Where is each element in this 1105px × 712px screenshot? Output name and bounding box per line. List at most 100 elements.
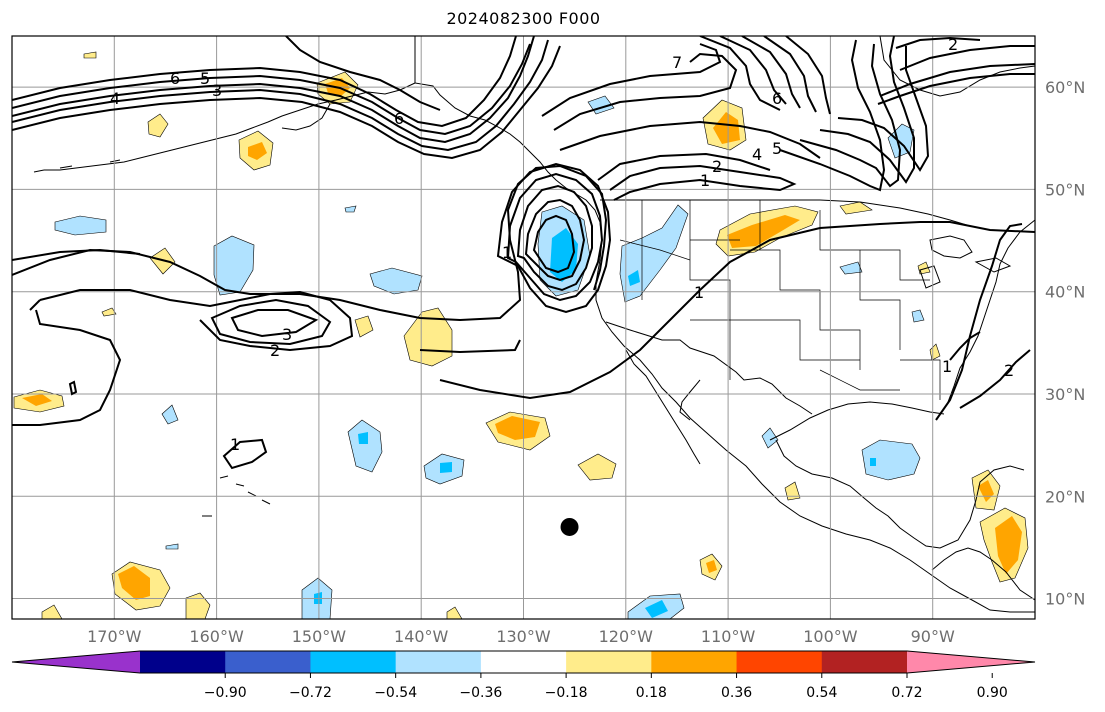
anomaly-patch: [995, 516, 1022, 574]
anomaly-patch: [369, 267, 423, 295]
us-mexico-border: [605, 321, 813, 415]
storm-position-marker: [560, 517, 579, 536]
colorbar-tick-label: −0.54: [374, 685, 417, 701]
aleutian-islands: [33, 159, 121, 173]
contour-line: [516, 184, 593, 292]
contour-line: [959, 349, 1031, 409]
anomaly-patch: [861, 439, 921, 481]
latitude-label: 20°N: [1045, 487, 1085, 506]
graticule: [12, 36, 1035, 619]
contour-line: [419, 339, 521, 354]
colorbar-segment: [821, 651, 908, 673]
latitude-label: 40°N: [1045, 283, 1085, 302]
great-lakes: [919, 235, 1012, 289]
contour-line: [935, 223, 1023, 421]
contour-lines: [12, 36, 1035, 470]
anomaly-patch: [165, 543, 179, 550]
anomaly-patch: [706, 560, 717, 573]
contour-label: 5: [200, 69, 210, 88]
anomaly-patch: [161, 404, 179, 425]
colorbar-max-extension: [907, 651, 1035, 673]
contour-line: [496, 162, 612, 314]
longitude-labels: 170°W 160°W 150°W 140°W 130°W 120°W 110°W 100°W…: [87, 627, 955, 646]
anomaly-patch: [358, 432, 368, 444]
anomaly-patch: [446, 606, 463, 619]
contour-line: [222, 438, 268, 470]
contour-label: 3: [212, 81, 222, 100]
contour-line: [785, 36, 831, 115]
latitude-label: 60°N: [1045, 78, 1085, 97]
colorbar-tick-label: 0.18: [636, 685, 667, 701]
contour-line: [559, 120, 821, 159]
contour-line: [524, 198, 586, 282]
anomaly-patch: [54, 215, 107, 236]
contour-line: [819, 36, 915, 184]
anomaly-patch: [727, 215, 800, 248]
map-frame: [11, 35, 1036, 620]
colorbar: −0.90 −0.72 −0.54 −0.36 −0.18 0.18 0.36 0.54 0.7…: [11, 650, 1036, 701]
anomaly-patch: [147, 113, 169, 138]
anomaly-patch: [440, 462, 452, 473]
latitude-label: 50°N: [1045, 180, 1085, 199]
contour-line: [741, 36, 801, 109]
contour-line: [779, 39, 886, 192]
anomaly-patch: [911, 309, 925, 323]
contour-line: [439, 221, 1035, 400]
contour-label: 1: [700, 171, 710, 190]
colorbar-tick-label: 0.72: [891, 685, 922, 701]
contour-label: 6: [170, 69, 180, 88]
contour-line: [506, 172, 604, 302]
anomaly-patch: [83, 51, 97, 59]
contour-line: [541, 43, 722, 117]
contour-label: 7: [672, 53, 682, 72]
contour-line: [230, 309, 319, 338]
colorbar-tick-label: −0.18: [545, 685, 588, 701]
anomaly-patch: [314, 592, 322, 604]
anomaly-patch: [344, 205, 357, 213]
anomaly-patch: [118, 566, 150, 600]
contour-line: [877, 73, 1035, 105]
colorbar-segment: [566, 651, 652, 673]
contour-label: 2: [712, 157, 722, 176]
colorbar-tick-label: −0.36: [459, 685, 502, 701]
contour-label: 1: [942, 357, 952, 376]
contour-line: [210, 298, 332, 346]
colorbar-segment: [310, 651, 397, 673]
anomaly-patch: [645, 600, 668, 618]
anomaly-patch: [917, 261, 931, 275]
anomaly-patch: [839, 201, 873, 215]
anomaly-patch: [248, 142, 267, 160]
longitude-label: 110°W: [701, 627, 756, 646]
contour-line: [12, 164, 608, 322]
contour-line: [553, 52, 738, 131]
anomaly-patch: [839, 261, 863, 275]
positive-anomaly-shading: [13, 51, 1029, 619]
contour-line: [763, 36, 817, 113]
colorbar-tick-label: 0.90: [977, 685, 1008, 701]
contour-label: 6: [772, 89, 782, 108]
colorbar-tick-label: −0.90: [204, 685, 247, 701]
contour-label: 2: [1004, 361, 1014, 380]
latitude-labels: 10°N 20°N 30°N 40°N 50°N 60°N: [1045, 78, 1085, 608]
longitude-label: 140°W: [394, 627, 449, 646]
contour-line: [12, 45, 561, 160]
contour-line: [609, 164, 797, 201]
latitude-label: 10°N: [1045, 590, 1085, 609]
anomaly-patch: [495, 416, 540, 440]
negative-anomaly-shading: [54, 95, 925, 619]
anomaly-patch: [213, 235, 255, 296]
anomaly-patch: [870, 458, 876, 466]
east-coast: [947, 219, 1035, 403]
contour-line: [285, 36, 441, 111]
contour-line: [949, 331, 981, 361]
longitude-label: 170°W: [87, 627, 142, 646]
contour-label: 4: [752, 145, 762, 164]
longitude-label: 150°W: [292, 627, 347, 646]
contour-line: [879, 63, 1035, 97]
colorbar-segment: [140, 651, 226, 673]
longitude-label: 160°W: [189, 627, 244, 646]
anomaly-patch: [929, 343, 941, 361]
contour-line: [899, 45, 1035, 71]
contour-label: 3: [282, 325, 292, 344]
contour-line: [12, 36, 517, 128]
